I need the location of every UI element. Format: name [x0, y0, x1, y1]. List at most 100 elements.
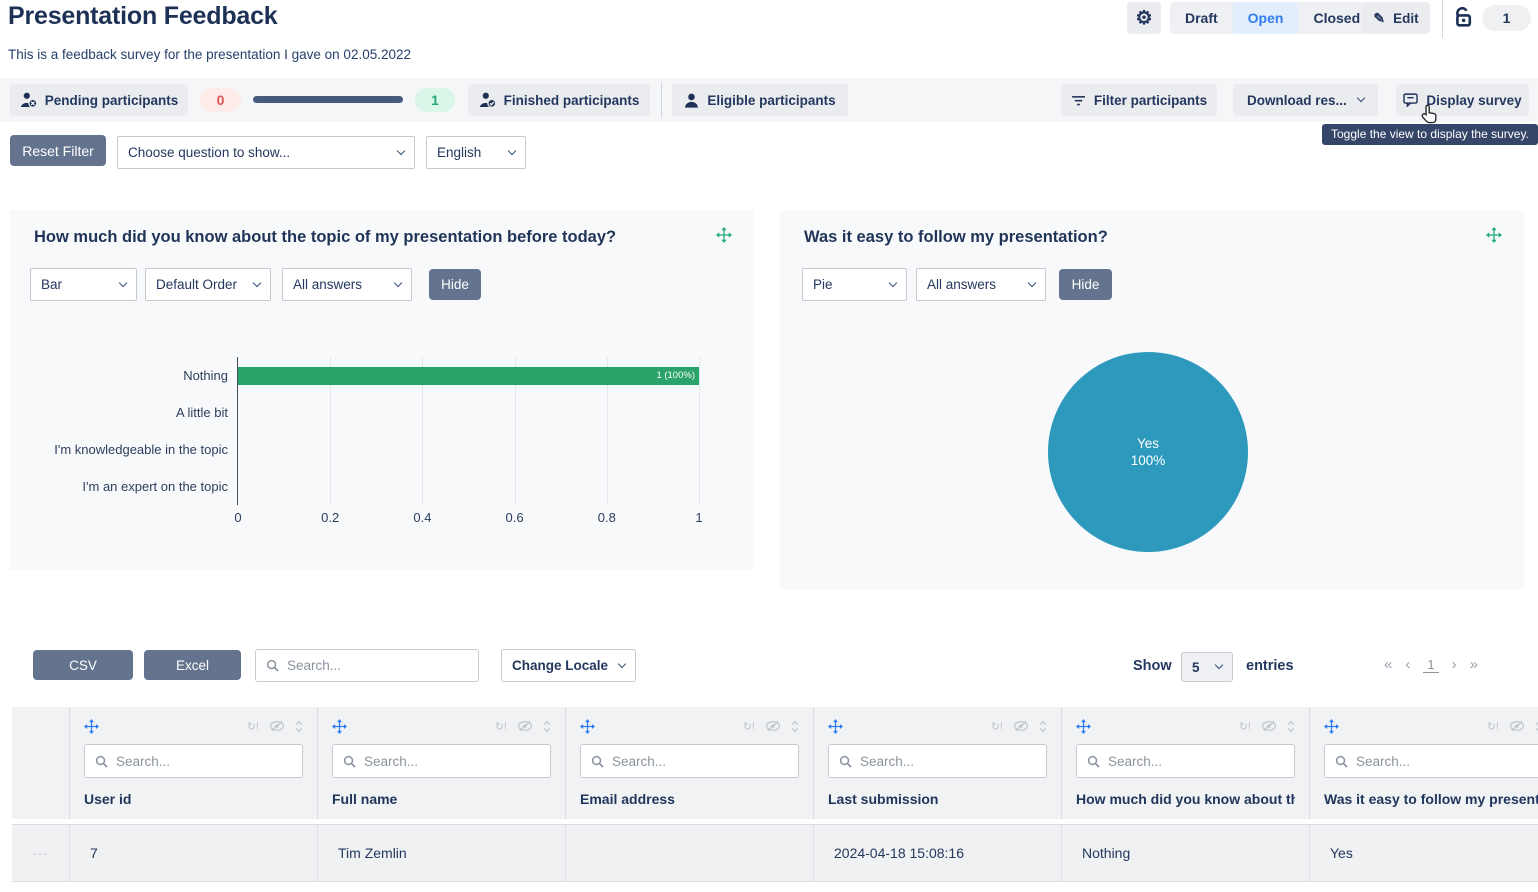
- column-alert-icon[interactable]: ↻!: [990, 720, 1003, 733]
- hide-chart-button[interactable]: Hide: [1059, 269, 1112, 300]
- column-move-icon[interactable]: [84, 718, 99, 734]
- edit-button[interactable]: ✎ Edit: [1362, 2, 1430, 34]
- chart-type-select[interactable]: Pie: [802, 268, 907, 301]
- column-alert-icon[interactable]: ↻!: [246, 720, 259, 733]
- prev-page-button[interactable]: ‹: [1405, 656, 1411, 673]
- hide-chart-button[interactable]: Hide: [429, 269, 481, 300]
- column-alert-icon[interactable]: ↻!: [742, 720, 755, 733]
- first-page-button[interactable]: «: [1384, 656, 1393, 673]
- change-locale-select[interactable]: Change Locale: [501, 649, 636, 682]
- column-alert-icon[interactable]: ↻!: [494, 720, 507, 733]
- status-closed[interactable]: Closed: [1313, 10, 1361, 26]
- eligible-participants-label: Eligible participants: [707, 92, 836, 108]
- finished-participants-button[interactable]: Finished participants: [468, 84, 650, 116]
- language-select[interactable]: English: [426, 136, 526, 169]
- column-title: Last submission: [828, 791, 939, 807]
- column-sort-icon[interactable]: [791, 720, 799, 733]
- row-menu-button[interactable]: ···: [12, 825, 70, 881]
- category-label: Nothing: [183, 368, 228, 383]
- table-search-input[interactable]: [287, 658, 468, 673]
- column-title: Full name: [332, 791, 398, 807]
- column-move-icon[interactable]: [580, 718, 595, 734]
- chart-answers-select[interactable]: All answers: [916, 268, 1046, 301]
- pagination: « ‹ 1 › »: [1384, 656, 1478, 673]
- display-survey-button[interactable]: Display survey: [1396, 84, 1529, 116]
- column-hide-icon[interactable]: [517, 720, 533, 732]
- entries-label: entries: [1246, 658, 1294, 674]
- person-x-icon: [20, 92, 37, 108]
- search-icon: [1087, 755, 1100, 768]
- chevron-down-icon: [252, 278, 262, 287]
- pie-percentage: 100%: [1130, 453, 1166, 468]
- status-draft[interactable]: Draft: [1185, 10, 1218, 26]
- column-search[interactable]: [828, 744, 1047, 778]
- search-icon: [839, 755, 852, 768]
- column-sort-icon[interactable]: [1535, 720, 1538, 733]
- column-search-input[interactable]: [1356, 753, 1532, 769]
- display-survey-tooltip: Toggle the view to display the survey.: [1322, 124, 1538, 145]
- filter-participants-button[interactable]: Filter participants: [1061, 84, 1217, 116]
- gear-icon: ⚙: [1135, 7, 1153, 29]
- cell-last-submission: 2024-04-18 15:08:16: [814, 825, 1062, 881]
- last-page-button[interactable]: »: [1469, 656, 1478, 673]
- chevron-down-icon: [1214, 660, 1224, 670]
- reset-filter-button[interactable]: Reset Filter: [10, 135, 106, 166]
- column-move-icon[interactable]: [828, 718, 843, 734]
- column-hide-icon[interactable]: [269, 720, 285, 732]
- column-search[interactable]: [84, 744, 303, 778]
- card-move-icon[interactable]: [716, 227, 732, 243]
- column-hide-icon[interactable]: [1013, 720, 1029, 732]
- column-hide-icon[interactable]: [765, 720, 781, 732]
- column-move-icon[interactable]: [1076, 718, 1091, 734]
- finished-participants-label: Finished participants: [503, 92, 640, 108]
- column-search[interactable]: [580, 744, 799, 778]
- column-header-email: ↻! Email address: [566, 707, 814, 819]
- chart-order-select[interactable]: Default Order: [145, 268, 271, 301]
- table-row[interactable]: ··· 7 Tim Zemlin 2024-04-18 15:08:16 Not…: [12, 824, 1538, 882]
- column-search[interactable]: [1076, 744, 1295, 778]
- card-move-icon[interactable]: [1486, 227, 1502, 243]
- pending-participants-button[interactable]: Pending participants: [10, 84, 188, 116]
- search-icon: [591, 755, 604, 768]
- download-results-dropdown[interactable]: Download res...: [1233, 84, 1378, 116]
- settings-button[interactable]: ⚙: [1127, 2, 1161, 34]
- column-move-icon[interactable]: [332, 718, 347, 734]
- unlocked-icon[interactable]: [1454, 6, 1473, 27]
- status-segmented-control: Draft Open Closed: [1170, 2, 1376, 34]
- column-search[interactable]: [1324, 744, 1538, 778]
- current-page-button[interactable]: 1: [1423, 657, 1439, 673]
- bar-plot-area: 1 (100%): [238, 357, 700, 505]
- column-header-full-name: ↻! Full name: [318, 707, 566, 819]
- eligible-participants-button[interactable]: Eligible participants: [672, 84, 848, 116]
- question-select[interactable]: Choose question to show...: [117, 136, 415, 169]
- page-size-select[interactable]: 5: [1181, 652, 1233, 682]
- column-sort-icon[interactable]: [1287, 720, 1295, 733]
- pending-participants-label: Pending participants: [44, 92, 179, 108]
- chart-type-select[interactable]: Bar: [30, 268, 137, 301]
- column-sort-icon[interactable]: [1039, 720, 1047, 733]
- x-tick: 1: [695, 510, 703, 525]
- table-search[interactable]: [255, 649, 479, 682]
- column-move-icon[interactable]: [1324, 718, 1339, 734]
- column-search[interactable]: [332, 744, 551, 778]
- next-page-button[interactable]: ›: [1451, 656, 1457, 673]
- bar: 1 (100%): [238, 366, 699, 385]
- column-sort-icon[interactable]: [295, 720, 303, 733]
- column-alert-icon[interactable]: ↻!: [1238, 720, 1251, 733]
- column-search-input[interactable]: [1108, 753, 1284, 769]
- column-search-input[interactable]: [116, 753, 292, 769]
- export-excel-button[interactable]: Excel: [144, 650, 241, 680]
- chart-answers-select[interactable]: All answers: [282, 268, 412, 301]
- header-divider: [1442, 0, 1443, 38]
- column-hide-icon[interactable]: [1509, 720, 1525, 732]
- results-table: ↻! User id ↻!: [12, 707, 1538, 882]
- chart-type-value: Bar: [41, 277, 63, 292]
- column-hide-icon[interactable]: [1261, 720, 1277, 732]
- column-search-input[interactable]: [612, 753, 788, 769]
- export-csv-button[interactable]: CSV: [33, 650, 133, 680]
- column-sort-icon[interactable]: [543, 720, 551, 733]
- column-search-input[interactable]: [860, 753, 1036, 769]
- status-open[interactable]: Open: [1232, 2, 1299, 34]
- column-search-input[interactable]: [364, 753, 540, 769]
- column-alert-icon[interactable]: ↻!: [1486, 720, 1499, 733]
